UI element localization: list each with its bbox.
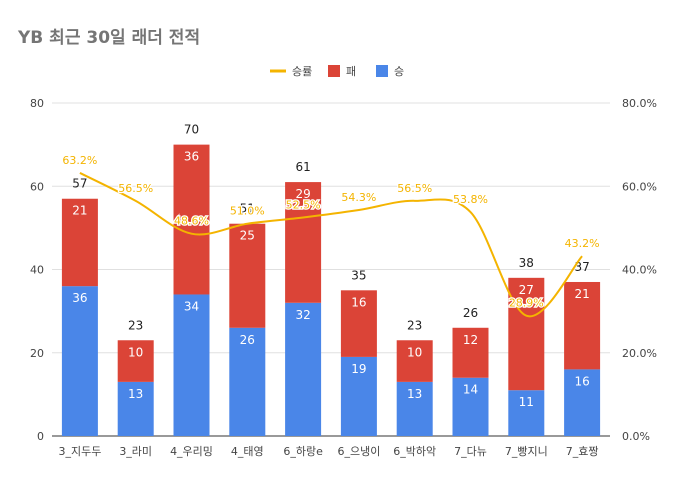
x-tick-label: 4_우리밍 <box>170 445 213 458</box>
y-tick-label: 20 <box>30 347 44 360</box>
data-label-loss: 27 <box>519 283 534 297</box>
bar-win <box>564 369 601 436</box>
win-rate-line: 63.2% 56.5% 48.6% 51.0% 52.5% 54.3% 56.5% 53.8%… <box>61 153 601 318</box>
bar-loss <box>564 281 601 370</box>
data-label-win: 14 <box>463 383 478 397</box>
data-label-loss: 16 <box>351 295 366 309</box>
legend[interactable]: 승률 패 승 <box>270 65 404 78</box>
win-rate-label: 63.2% <box>62 154 97 167</box>
legend-label: 승 <box>394 65 404 78</box>
legend-label: 승률 <box>292 65 312 78</box>
win-rate-label: 52.5% <box>286 198 321 211</box>
y2-tick-label: 40.0% <box>622 264 657 277</box>
bar-win <box>396 381 433 436</box>
x-tick-label: 7_효짱 <box>566 445 599 458</box>
bar-loss <box>396 340 433 382</box>
data-label-win: 13 <box>407 387 422 401</box>
data-label-total: 61 <box>295 160 310 174</box>
data-label-loss: 36 <box>184 150 199 164</box>
x-tick-label: 7_다뉴 <box>454 445 487 458</box>
win-rate-label: 56.5% <box>118 182 153 195</box>
win-rate-line-path <box>79 172 583 318</box>
data-label-loss: 25 <box>240 229 255 243</box>
data-label-total: 37 <box>574 260 589 274</box>
bar-loss <box>508 277 545 391</box>
win-rate-label: 48.6% <box>174 215 209 228</box>
y-axis-left: 0 20 40 60 80 <box>30 97 44 443</box>
x-tick-label: 6_으냉이 <box>337 445 380 458</box>
chart-title: YB 최근 30일 래더 전적 <box>17 28 200 48</box>
bar-loss <box>117 340 154 382</box>
bar-loss <box>452 327 489 378</box>
bar-loss <box>340 290 377 357</box>
data-label-total: 51 <box>240 202 255 216</box>
bar-win <box>340 356 377 436</box>
bar-loss <box>173 144 210 295</box>
bar-win <box>229 327 266 436</box>
bar-loss <box>285 182 322 303</box>
win-rate-label: 51.0% <box>230 205 265 218</box>
legend-item[interactable]: 패 <box>328 65 356 78</box>
data-label-win: 36 <box>72 291 87 305</box>
bar-win <box>117 381 154 436</box>
y-axis-right: 0.0% 20.0% 40.0% 60.0% 80.0% <box>622 97 657 443</box>
x-tick-label: 3_지두두 <box>58 445 101 458</box>
data-label-win: 16 <box>574 374 589 388</box>
legend-label: 패 <box>346 65 356 78</box>
bar-loss <box>61 198 98 287</box>
data-label-loss: 10 <box>407 345 422 359</box>
data-label-win: 13 <box>128 387 143 401</box>
bar-win <box>173 294 210 436</box>
x-tick-label: 3_라미 <box>119 445 152 458</box>
win-rate-label: 28.9% <box>509 297 544 310</box>
data-label-total: 70 <box>184 123 199 137</box>
win-rate-label: 56.5% <box>397 182 432 195</box>
y2-tick-label: 60.0% <box>622 180 657 193</box>
data-label-total: 38 <box>519 256 534 270</box>
y-tick-label: 60 <box>30 180 44 193</box>
bar-loss <box>229 223 266 328</box>
win-rate-label: 54.3% <box>341 191 376 204</box>
data-label-total: 35 <box>351 268 366 282</box>
data-label-total: 57 <box>72 177 87 191</box>
bar-series: 36 21 57 13 10 23 34 36 70 26 25 51 32 29 61 19 16 35 13 10… <box>61 123 601 436</box>
bar-win <box>452 377 489 436</box>
y-tick-label: 80 <box>30 97 44 110</box>
x-tick-label: 6_하랑e <box>283 444 323 458</box>
win-rate-label: 53.8% <box>453 193 488 206</box>
bar-win <box>508 390 545 436</box>
y-tick-label: 40 <box>30 264 44 277</box>
data-label-win: 32 <box>295 308 310 322</box>
data-label-win: 34 <box>184 299 199 313</box>
data-label-loss: 12 <box>463 333 478 347</box>
data-label-loss: 21 <box>574 287 589 301</box>
y2-tick-label: 0.0% <box>622 430 650 443</box>
y-tick-label: 0 <box>37 430 44 443</box>
legend-square-swatch <box>376 65 388 77</box>
legend-item[interactable]: 승 <box>376 65 404 78</box>
x-tick-label: 7_빵지니 <box>505 445 548 458</box>
x-tick-label: 6_박하악 <box>393 444 436 458</box>
bar-win <box>61 286 98 436</box>
y2-tick-label: 80.0% <box>622 97 657 110</box>
data-label-loss: 10 <box>128 345 143 359</box>
data-label-total: 26 <box>463 306 478 320</box>
data-label-total: 23 <box>128 318 143 332</box>
legend-square-swatch <box>328 65 340 77</box>
data-label-total: 23 <box>407 318 422 332</box>
legend-item[interactable]: 승률 <box>270 65 312 78</box>
y2-tick-label: 20.0% <box>622 347 657 360</box>
win-rate-label: 43.2% <box>565 237 600 250</box>
data-label-loss: 29 <box>295 187 310 201</box>
bar-win <box>285 302 322 436</box>
x-axis-labels: 3_지두두 3_라미 4_우리밍 4_태영 6_하랑e 6_으냉이 6_박하악 7_다뉴 7_빵… <box>58 444 598 458</box>
data-label-win: 19 <box>351 362 366 376</box>
data-label-win: 11 <box>519 395 534 409</box>
data-label-win: 26 <box>240 333 255 347</box>
x-tick-label: 4_태영 <box>231 445 264 458</box>
data-label-loss: 21 <box>72 204 87 218</box>
